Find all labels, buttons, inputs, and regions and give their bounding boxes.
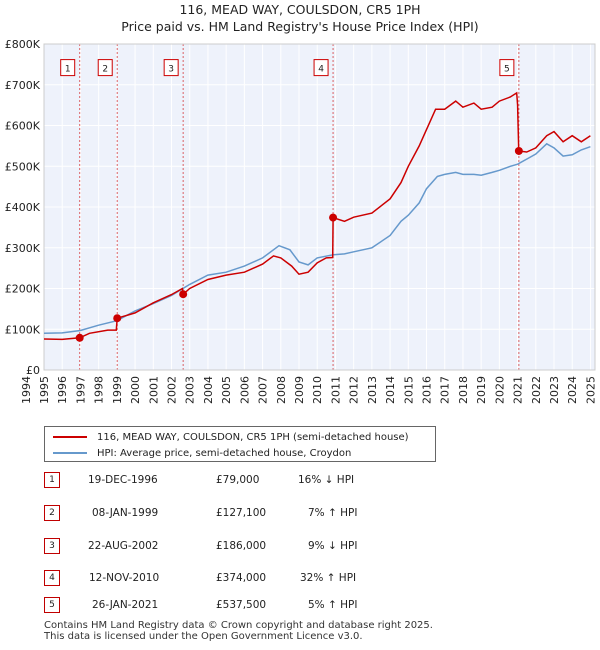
sale-row: 3 22-AUG-2002 £186,000 9% ↓ HPI xyxy=(44,538,424,554)
x-tick-label: 2015 xyxy=(402,376,415,404)
legend-swatch-hpi xyxy=(53,452,87,454)
y-tick-label: £700K xyxy=(5,79,41,92)
sale-point xyxy=(113,314,122,323)
y-tick-label: £200K xyxy=(5,283,41,296)
legend-label-hpi: HPI: Average price, semi-detached house,… xyxy=(97,447,352,459)
sale-price: £127,100 xyxy=(216,507,267,519)
sale-number-badge: 1 xyxy=(44,472,60,488)
x-tick-label: 2014 xyxy=(384,376,397,404)
y-tick-label: £400K xyxy=(5,201,41,214)
x-tick-label: 2025 xyxy=(584,376,597,404)
legend-item-property: 116, MEAD WAY, COULSDON, CR5 1PH (semi-d… xyxy=(53,429,409,445)
sale-hpi-diff: 9% ↓ HPI xyxy=(308,540,358,552)
y-tick-label: £600K xyxy=(5,120,41,133)
sale-point xyxy=(75,333,84,342)
sale-row: 4 12-NOV-2010 £374,000 32% ↑ HPI xyxy=(44,570,424,586)
sale-point xyxy=(514,146,523,155)
legend-label-property: 116, MEAD WAY, COULSDON, CR5 1PH (semi-d… xyxy=(97,431,409,443)
sale-label-number: 3 xyxy=(168,65,174,75)
sale-number-badge: 3 xyxy=(44,538,60,554)
x-tick-label: 1996 xyxy=(56,376,69,404)
x-tick-label: 2010 xyxy=(311,376,324,404)
sale-point xyxy=(179,290,188,299)
y-tick-label: £800K xyxy=(5,38,41,51)
legend-item-hpi: HPI: Average price, semi-detached house,… xyxy=(53,445,351,461)
sale-label-number: 2 xyxy=(102,65,108,75)
x-tick-label: 2002 xyxy=(166,376,179,404)
sale-label-number: 5 xyxy=(504,65,510,75)
sale-label-box xyxy=(499,59,515,77)
x-tick-label: 2019 xyxy=(475,376,488,404)
x-tick-label: 2009 xyxy=(293,376,306,404)
property-series-line xyxy=(43,91,591,341)
x-tick-label: 2007 xyxy=(257,376,270,404)
y-tick-label: £0 xyxy=(26,364,40,377)
sale-label-number: 4 xyxy=(318,65,324,75)
x-tick-label: 1997 xyxy=(74,376,87,404)
sale-number-badge: 4 xyxy=(44,570,60,586)
sale-hpi-diff: 5% ↑ HPI xyxy=(308,599,358,611)
sale-row: 1 19-DEC-1996 £79,000 16% ↓ HPI xyxy=(44,472,424,488)
footer-licence: This data is licensed under the Open Gov… xyxy=(44,631,363,642)
x-tick-label: 2003 xyxy=(184,376,197,404)
x-tick-label: 2000 xyxy=(129,376,142,404)
x-tick-label: 2018 xyxy=(457,376,470,404)
sale-price: £79,000 xyxy=(216,474,260,486)
x-tick-label: 2013 xyxy=(366,376,379,404)
x-tick-label: 2011 xyxy=(329,376,342,404)
x-tick-label: 2016 xyxy=(421,376,434,404)
sale-date: 26-JAN-2021 xyxy=(92,599,159,611)
footer-copyright: Contains HM Land Registry data © Crown c… xyxy=(44,620,433,631)
y-tick-label: £300K xyxy=(5,242,41,255)
y-tick-label: £500K xyxy=(5,160,41,173)
sale-row: 2 08-JAN-1999 £127,100 7% ↑ HPI xyxy=(44,505,424,521)
sale-label-box xyxy=(60,59,76,77)
chart-title: 116, MEAD WAY, COULSDON, CR5 1PH xyxy=(179,2,420,17)
chart-subtitle: Price paid vs. HM Land Registry's House … xyxy=(121,19,478,34)
sale-date: 19-DEC-1996 xyxy=(88,474,158,486)
sale-price: £374,000 xyxy=(216,572,267,584)
price-chart: 116, MEAD WAY, COULSDON, CR5 1PH Price p… xyxy=(5,2,598,404)
x-tick-label: 2017 xyxy=(439,376,452,404)
x-tick-label: 1998 xyxy=(93,376,106,404)
sale-row: 5 26-JAN-2021 £537,500 5% ↑ HPI xyxy=(44,597,424,613)
sale-label-box xyxy=(313,59,329,77)
sale-label-box xyxy=(97,59,113,77)
sale-date: 22-AUG-2002 xyxy=(88,540,159,552)
sale-number-badge: 2 xyxy=(44,505,60,521)
x-tick-label: 1995 xyxy=(38,376,51,404)
x-tick-label: 2024 xyxy=(566,376,579,404)
plot-frame xyxy=(43,43,596,371)
x-tick-label: 2022 xyxy=(530,376,543,404)
y-tick-label: £100K xyxy=(5,323,41,336)
sale-hpi-diff: 7% ↑ HPI xyxy=(308,507,358,519)
sale-price: £186,000 xyxy=(216,540,267,552)
sale-label-box xyxy=(163,59,179,77)
x-tick-label: 1999 xyxy=(111,376,124,404)
sale-date: 08-JAN-1999 xyxy=(92,507,159,519)
sale-point xyxy=(329,213,338,222)
sale-number-badge: 5 xyxy=(44,597,60,613)
x-tick-label: 2005 xyxy=(220,376,233,404)
sale-hpi-diff: 32% ↑ HPI xyxy=(300,572,357,584)
x-tick-label: 1994 xyxy=(20,376,33,404)
x-tick-label: 2008 xyxy=(275,376,288,404)
sale-label-number: 1 xyxy=(65,65,71,75)
x-tick-label: 2001 xyxy=(147,376,160,404)
chart-legend: 116, MEAD WAY, COULSDON, CR5 1PH (semi-d… xyxy=(44,426,436,462)
x-tick-label: 2023 xyxy=(548,376,561,404)
x-tick-label: 2004 xyxy=(202,376,215,404)
x-tick-label: 2012 xyxy=(348,376,361,404)
x-tick-label: 2006 xyxy=(238,376,251,404)
footer: Contains HM Land Registry data © Crown c… xyxy=(44,620,433,642)
legend-swatch-property xyxy=(53,436,87,438)
x-tick-label: 2021 xyxy=(512,376,525,404)
sale-hpi-diff: 16% ↓ HPI xyxy=(298,474,355,486)
x-tick-label: 2020 xyxy=(493,376,506,404)
sale-date: 12-NOV-2010 xyxy=(89,572,160,584)
sale-price: £537,500 xyxy=(216,599,267,611)
